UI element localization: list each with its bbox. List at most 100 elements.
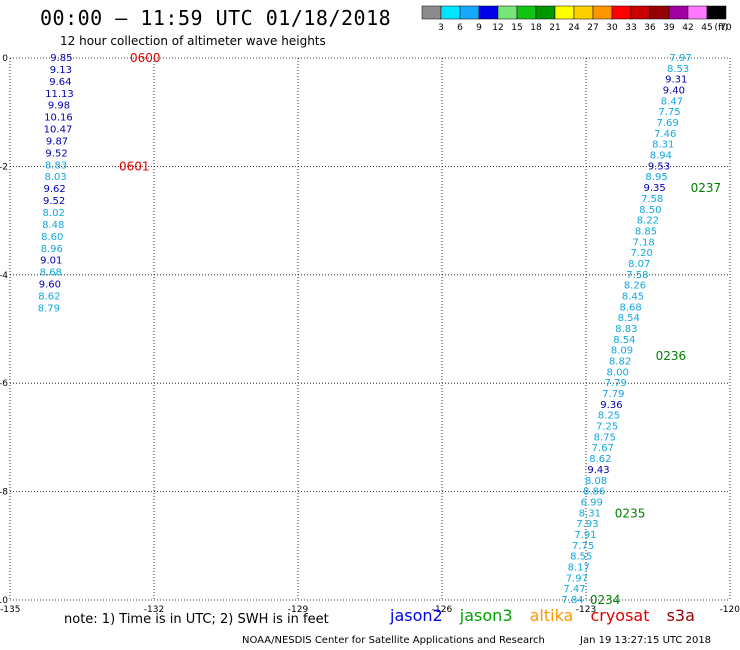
wave-height-value: 8.83 <box>45 160 67 171</box>
lon-tick-label: -120 <box>720 605 740 615</box>
wave-height-value: 7.79 <box>605 378 627 389</box>
wave-height-value: 7.20 <box>631 248 653 259</box>
wave-height-value: 9.01 <box>40 256 62 267</box>
lat-tick-label: -4 <box>0 271 8 281</box>
wave-height-value: 8.25 <box>598 411 620 422</box>
pass-time-label: 0234 <box>590 593 621 607</box>
lat-tick-label: -8 <box>0 488 8 498</box>
wave-height-value: 8.79 <box>38 303 60 314</box>
wave-height-value: 9.52 <box>43 196 65 207</box>
wave-height-value: 8.54 <box>613 335 635 346</box>
wave-height-value: 9.64 <box>49 77 71 88</box>
wave-height-value: 8.85 <box>635 226 657 237</box>
scale-swatch <box>573 5 594 20</box>
scale-tick-label: 21 <box>549 23 560 33</box>
wave-height-value: 8.53 <box>667 64 689 75</box>
scale-unit-label: (ft) <box>714 23 728 33</box>
wave-height-value: 8.47 <box>661 96 683 107</box>
wave-height-value: 9.62 <box>44 184 66 195</box>
page-subtitle: 12 hour collection of altimeter wave hei… <box>60 34 326 48</box>
wave-height-value: 7.75 <box>572 541 594 552</box>
wave-height-value: 8.55 <box>570 552 592 563</box>
wave-height-value: 8.62 <box>589 454 611 465</box>
scale-swatch <box>630 5 651 20</box>
wave-height-value: 8.02 <box>43 208 65 219</box>
wave-height-value: 7.18 <box>632 237 654 248</box>
wave-height-value: 9.52 <box>45 148 67 159</box>
wave-height-value: 9.13 <box>50 65 72 76</box>
scale-swatch <box>592 5 613 20</box>
wave-height-value: 7.93 <box>576 519 598 530</box>
lon-tick-label: -129 <box>288 605 309 615</box>
wave-height-value: 7.97 <box>669 53 691 64</box>
wave-height-value: 7.47 <box>563 584 585 595</box>
wave-height-value: 7.58 <box>626 270 648 281</box>
scale-swatch <box>459 5 480 20</box>
wave-height-value: 8.86 <box>583 487 605 498</box>
scale-swatch <box>649 5 670 20</box>
wave-height-value: 8.45 <box>622 291 644 302</box>
wave-height-value: 8.96 <box>41 244 63 255</box>
scale-tick-label: 3 <box>438 23 444 33</box>
wave-height-value: 8.82 <box>609 357 631 368</box>
wave-height-value: 8.26 <box>624 281 646 292</box>
scale-swatch <box>516 5 537 20</box>
wave-height-value: 8.09 <box>611 346 633 357</box>
lat-tick-label: -10 <box>0 596 8 606</box>
wave-height-value: 8.22 <box>637 216 659 227</box>
wave-height-value: 6.99 <box>581 497 603 508</box>
wave-height-value: 8.54 <box>618 313 640 324</box>
wave-height-value: 10.47 <box>44 125 73 136</box>
wave-height-value: 7.25 <box>596 422 618 433</box>
lon-tick-label: -126 <box>432 605 453 615</box>
scale-swatch <box>497 5 518 20</box>
pass-time-label: 0235 <box>615 506 646 520</box>
scale-tick-label: 42 <box>682 23 693 33</box>
wave-height-value: 7.58 <box>641 194 663 205</box>
wave-height-value: 8.95 <box>645 172 667 183</box>
generated-timestamp: Jan 19 13:27:15 UTC 2018 <box>580 635 712 646</box>
lat-tick-label: -2 <box>0 162 8 172</box>
lon-tick-label: -135 <box>0 605 20 615</box>
wave-height-value: 8.31 <box>579 508 601 519</box>
wave-height-value: 9.40 <box>663 86 685 97</box>
wave-height-value: 9.43 <box>587 465 609 476</box>
altimeter-tracks: 9.859.139.6411.139.9810.1610.479.879.528… <box>38 51 721 607</box>
map-grid <box>9 57 731 601</box>
wave-height-value: 9.60 <box>39 280 61 291</box>
wave-height-value: 11.13 <box>45 89 74 100</box>
pass-time-label: 0236 <box>656 349 687 363</box>
scale-swatch <box>535 5 556 20</box>
wave-height-value: 7.75 <box>658 107 680 118</box>
scale-tick-label: 36 <box>644 23 656 33</box>
pass-time-label: 0237 <box>691 181 722 195</box>
scale-tick-label: 9 <box>476 23 482 33</box>
satellite-legend-altika: altika <box>529 606 574 625</box>
scale-tick-label: 24 <box>568 23 580 33</box>
scale-tick-label: 15 <box>511 23 522 33</box>
wave-height-value: 7.91 <box>574 530 596 541</box>
lat-tick-label: -6 <box>0 379 8 389</box>
scale-swatch <box>706 5 727 20</box>
satellite-legend: jason2 jason3 altika cryosat s3a <box>390 606 707 625</box>
wave-height-value: 7.67 <box>592 443 614 454</box>
wave-height-value: 8.31 <box>652 140 674 151</box>
scale-swatch <box>440 5 461 20</box>
wave-height-value: 7.79 <box>602 389 624 400</box>
scale-swatch <box>478 5 499 20</box>
scale-tick-label: 39 <box>663 23 675 33</box>
satellite-legend-cryosat: cryosat <box>590 606 650 625</box>
source-credit: NOAA/NESDIS Center for Satellite Applica… <box>242 635 545 646</box>
wave-height-value: 8.75 <box>594 432 616 443</box>
scale-tick-label: 27 <box>587 23 598 33</box>
satellite-legend-s3a: s3a <box>666 606 695 625</box>
wave-height-value: 8.08 <box>585 476 607 487</box>
wave-height-value: 8.17 <box>568 562 590 573</box>
wave-height-value: 8.94 <box>650 151 672 162</box>
wave-height-value: 8.00 <box>607 367 629 378</box>
units-note: note: 1) Time is in UTC; 2) SWH is in fe… <box>64 612 329 627</box>
wave-height-value: 8.07 <box>628 259 650 270</box>
scale-swatch <box>554 5 575 20</box>
pass-time-label: 0601 <box>119 159 150 173</box>
scale-tick-label: 18 <box>530 23 542 33</box>
